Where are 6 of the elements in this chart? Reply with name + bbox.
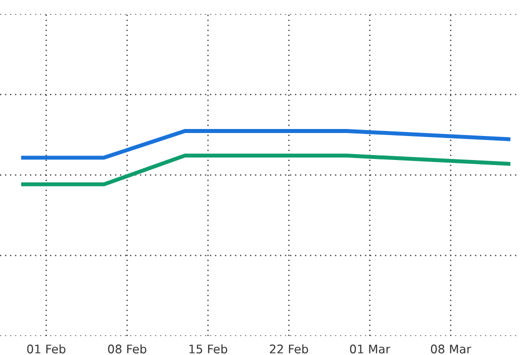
x-tick-label: 01 Feb: [27, 344, 66, 354]
x-tick-label: 22 Feb: [270, 344, 308, 354]
x-tick-label: 08 Feb: [108, 344, 146, 354]
x-tick-label: 08 Mar: [430, 344, 472, 354]
x-tick-label: 15 Feb: [189, 344, 228, 354]
x-tick-label: 01 Mar: [350, 344, 390, 354]
